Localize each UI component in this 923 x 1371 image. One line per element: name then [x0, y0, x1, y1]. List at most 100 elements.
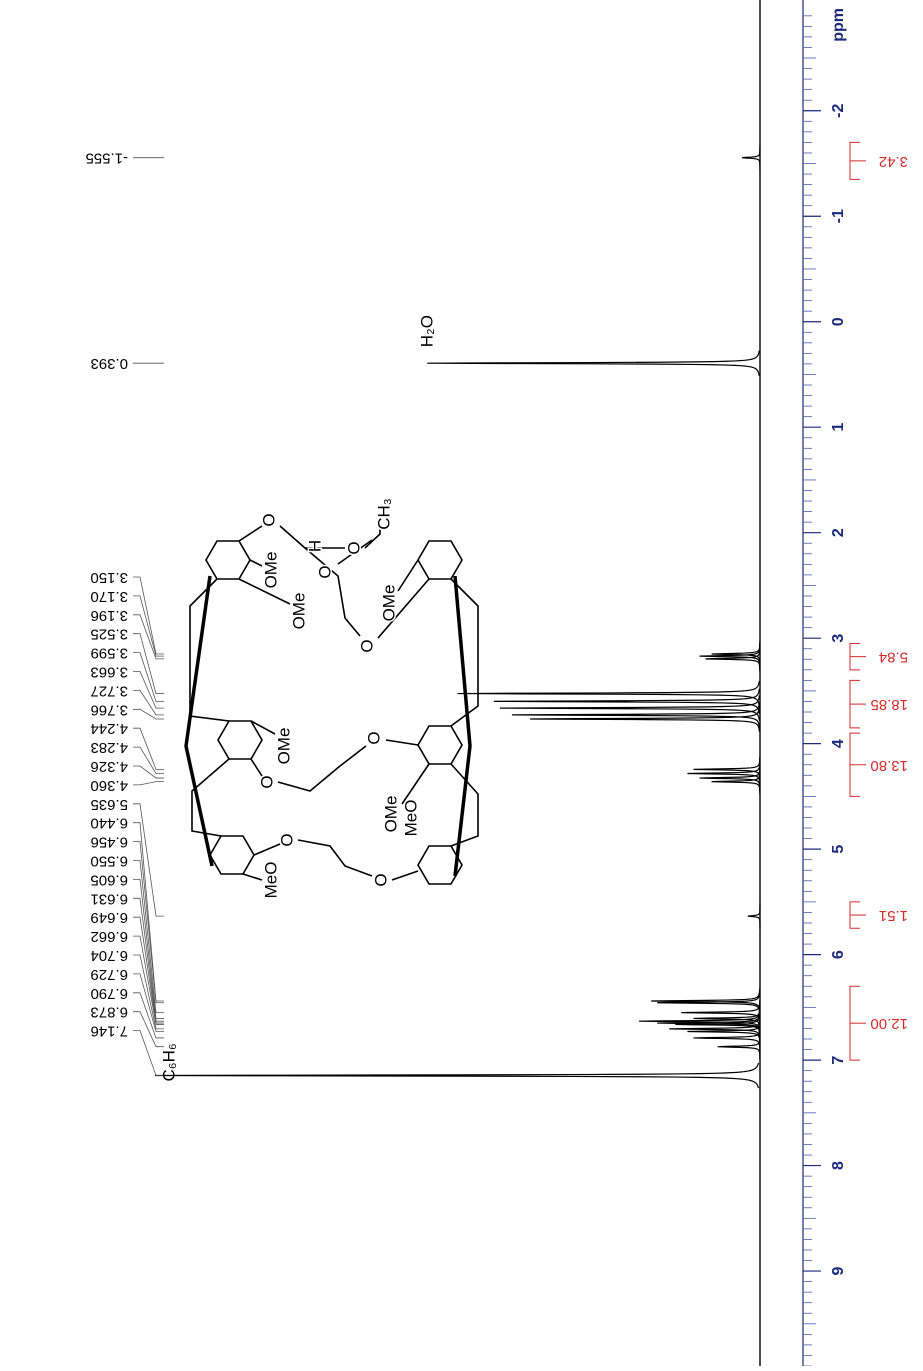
peak-label-leader: [133, 1030, 164, 1076]
bond: [450, 763, 479, 847]
bond: [250, 758, 263, 777]
peak-label-leader: [133, 746, 164, 774]
peak-label: 3.663: [90, 664, 128, 681]
atom-label: CH₃: [374, 498, 393, 529]
peak: [711, 768, 761, 795]
peak: [717, 1034, 761, 1060]
peak-label-leader: [133, 803, 164, 917]
peak-label-leader: [133, 897, 164, 1022]
peak-label: 6.649: [90, 909, 128, 926]
peak-label: 3.170: [90, 588, 128, 605]
peak-label-leader: [133, 878, 164, 1019]
peak-label: 7.146: [90, 1023, 128, 1040]
bond: [297, 839, 373, 877]
peak-label-leader: [133, 781, 164, 786]
peak-label-leader: [133, 841, 164, 1004]
integral-label: 18.85: [870, 696, 908, 713]
peak-label: 6.704: [90, 947, 128, 964]
ring: [209, 835, 255, 875]
bond: [279, 525, 361, 637]
bond: [238, 578, 291, 605]
peak-label-leader: [133, 916, 164, 1024]
atom-label: H: [305, 540, 324, 552]
peak-label: 3.525: [90, 626, 128, 643]
atom-label: MeO: [261, 862, 280, 899]
integral-label: 1.51: [879, 907, 908, 924]
peak: [457, 680, 760, 707]
ring: [205, 540, 251, 580]
atom-label: O: [344, 541, 363, 554]
peak-label-leader: [133, 935, 164, 1025]
peak-label-leader: [133, 690, 164, 716]
x-tick-label: -1: [830, 209, 847, 223]
peak-label: 6.729: [90, 966, 128, 983]
peak: [741, 145, 761, 171]
peak: [530, 706, 761, 732]
x-tick-label: 2: [830, 528, 847, 537]
peak: [427, 350, 760, 376]
atom-label: O: [259, 513, 278, 526]
peak-label: 3.599: [90, 645, 128, 662]
bond: [364, 528, 381, 549]
atom-label: O: [357, 639, 376, 652]
peak: [693, 1025, 761, 1051]
bond: [377, 578, 430, 639]
bond: [385, 739, 419, 746]
integral-label: 13.80: [870, 757, 908, 774]
atom-label: O: [315, 565, 334, 578]
bond: [337, 539, 373, 565]
peak: [687, 760, 761, 787]
bond: [238, 525, 263, 542]
bond: [191, 758, 230, 837]
peak-label: 3.150: [90, 569, 128, 586]
peak-label: 6.790: [90, 985, 128, 1002]
x-tick-label: 9: [830, 1267, 847, 1276]
atom-label: OMe: [379, 585, 398, 622]
x-tick-label: 5: [830, 845, 847, 854]
peak-label: 6.440: [90, 815, 128, 832]
atom-label: O: [257, 775, 276, 788]
atom-label: OMe: [381, 796, 400, 833]
peak-label: 6.873: [90, 1004, 128, 1021]
peak: [705, 646, 761, 672]
bond: [253, 843, 281, 856]
ring: [417, 725, 463, 765]
peak-label-leader: [133, 992, 164, 1039]
x-tick-label: 6: [830, 950, 847, 959]
peak-label-leader: [133, 822, 164, 1002]
integral-label: 3.42: [879, 153, 908, 170]
integral-label: 12.00: [870, 1015, 908, 1032]
x-tick-label: 1: [830, 423, 847, 432]
peak: [154, 1062, 760, 1089]
peak-label-leader: [133, 595, 164, 657]
bond: [450, 578, 479, 727]
atom-label: OMe: [274, 728, 293, 765]
bond: [397, 559, 419, 592]
peak: [747, 903, 761, 929]
peak-label-leader: [133, 1011, 164, 1048]
ring: [417, 845, 463, 885]
peak-label: 6.605: [90, 871, 128, 888]
bond: [453, 575, 472, 877]
integral-label: 5.84: [879, 649, 908, 666]
peak-label-leader: [133, 633, 164, 694]
peak-label-leader: [133, 860, 164, 1014]
peak-label-leader: [133, 576, 164, 655]
peak-label-leader: [133, 708, 164, 720]
peak: [511, 702, 760, 728]
peak-label: 4.283: [90, 739, 128, 756]
peak-label: 5.635: [90, 796, 128, 813]
peak-label-leader: [133, 652, 164, 702]
x-tick-label: 0: [830, 317, 847, 326]
atom-label: MeO: [401, 800, 420, 837]
peak-label: 4.360: [90, 777, 128, 794]
atom-label: O: [364, 731, 383, 744]
bond: [249, 559, 263, 567]
annotation: C₆H₆: [159, 1043, 178, 1081]
bond: [391, 870, 419, 881]
peak-label-leader: [133, 954, 164, 1030]
